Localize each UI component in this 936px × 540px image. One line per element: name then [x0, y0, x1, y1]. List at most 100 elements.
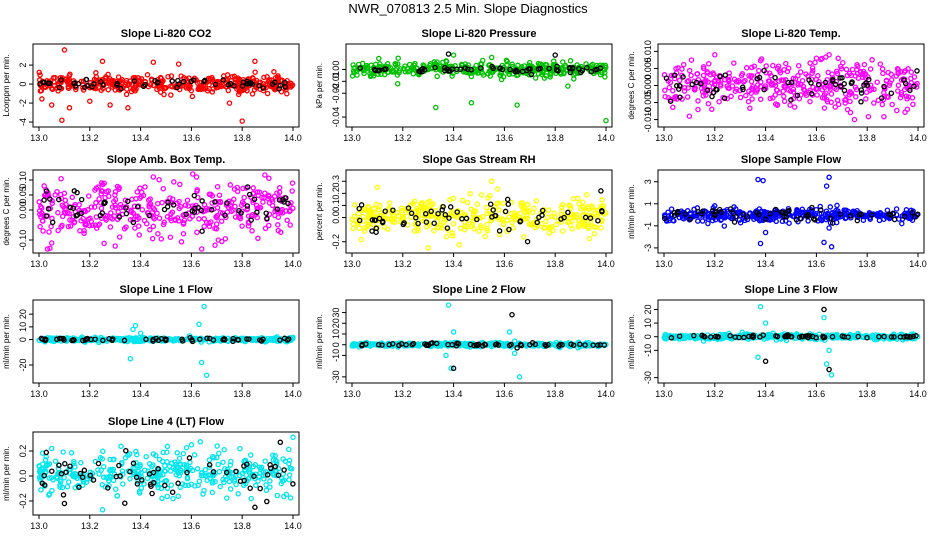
data-point	[65, 479, 72, 485]
data-point	[208, 207, 215, 213]
data-point	[910, 101, 916, 108]
data-point	[545, 207, 552, 213]
data-point	[81, 467, 88, 474]
data-point	[514, 345, 520, 351]
x-tick-label: 13.2	[706, 389, 724, 399]
data-point	[800, 83, 807, 90]
data-point	[277, 209, 284, 216]
data-point	[81, 227, 87, 234]
y-tick-label: -3	[643, 244, 653, 252]
data-point	[180, 450, 187, 457]
data-point	[161, 206, 168, 213]
data-point	[260, 87, 267, 94]
data-point	[730, 210, 737, 217]
data-point	[583, 209, 590, 215]
x-tick-label: 13.2	[394, 259, 412, 269]
data-point	[762, 320, 769, 326]
data-point	[196, 321, 202, 328]
data-point	[394, 80, 401, 87]
data-point	[187, 459, 193, 466]
data-point	[408, 210, 415, 217]
data-point	[155, 200, 161, 207]
data-point	[761, 210, 768, 216]
data-point	[206, 191, 213, 198]
data-point	[412, 60, 418, 67]
data-point	[906, 215, 912, 222]
data-point	[40, 218, 46, 224]
x-tick-label: 13.6	[808, 133, 826, 143]
data-point	[356, 205, 362, 212]
data-point	[164, 459, 170, 465]
data-point	[599, 197, 605, 203]
data-point	[67, 204, 74, 211]
x-tick-label: 13.2	[81, 133, 99, 143]
x-tick-label: 13.0	[30, 133, 48, 143]
data-point	[566, 219, 572, 225]
data-point	[869, 57, 875, 63]
data-point	[48, 85, 55, 92]
data-point	[71, 188, 78, 194]
data-point	[705, 100, 712, 107]
data-point	[743, 65, 750, 71]
y-tick-label: 0.3	[331, 175, 341, 188]
data-point	[67, 71, 73, 77]
data-point	[241, 463, 247, 469]
data-point	[58, 195, 65, 202]
data-point	[735, 79, 741, 85]
data-point	[235, 491, 241, 497]
data-point	[858, 90, 865, 96]
data-point	[255, 192, 261, 199]
data-point	[254, 209, 260, 216]
data-point	[774, 102, 781, 108]
data-point	[767, 95, 773, 102]
data-point	[440, 59, 446, 65]
data-point	[744, 216, 751, 223]
data-point	[96, 196, 102, 202]
data-point	[899, 220, 905, 227]
data-point	[779, 218, 786, 225]
data-point	[195, 204, 202, 211]
data-point	[829, 71, 835, 77]
data-point	[489, 63, 495, 70]
series-1	[36, 434, 296, 513]
data-point	[826, 366, 832, 373]
data-point	[38, 87, 45, 94]
panel-title: Slope Line 1 Flow	[120, 284, 213, 296]
panel-title: Slope Gas Stream RH	[422, 154, 535, 166]
data-point	[264, 74, 270, 80]
data-point	[149, 235, 156, 242]
data-point	[141, 217, 148, 224]
y-axis-label: percent per min.	[315, 183, 324, 241]
data-point	[394, 72, 401, 78]
data-point	[445, 51, 452, 57]
y-tick-label: -0.010	[643, 107, 653, 133]
data-point	[249, 91, 256, 97]
data-point	[723, 212, 730, 218]
data-point	[828, 244, 835, 250]
data-point	[837, 83, 844, 90]
data-point	[84, 82, 91, 89]
data-point	[160, 449, 166, 456]
data-point	[748, 85, 755, 92]
y-tick-label: 30	[331, 308, 341, 318]
data-point	[691, 87, 698, 93]
data-point	[866, 76, 872, 83]
data-point	[157, 83, 164, 89]
data-point	[130, 326, 136, 333]
x-tick-label: 14.0	[284, 259, 302, 269]
data-point	[743, 92, 749, 99]
data-point	[569, 226, 575, 232]
data-point	[237, 445, 243, 452]
y-axis-label: kPa per min.	[315, 63, 324, 108]
data-point	[671, 72, 678, 78]
data-point	[469, 221, 476, 228]
data-point	[39, 210, 45, 216]
data-point	[435, 210, 441, 217]
data-point	[401, 66, 407, 72]
x-tick-label: 14.0	[909, 259, 927, 269]
data-point	[739, 84, 746, 90]
data-point	[207, 475, 213, 482]
data-point	[751, 63, 758, 69]
data-point	[534, 219, 540, 226]
data-point	[539, 220, 545, 227]
